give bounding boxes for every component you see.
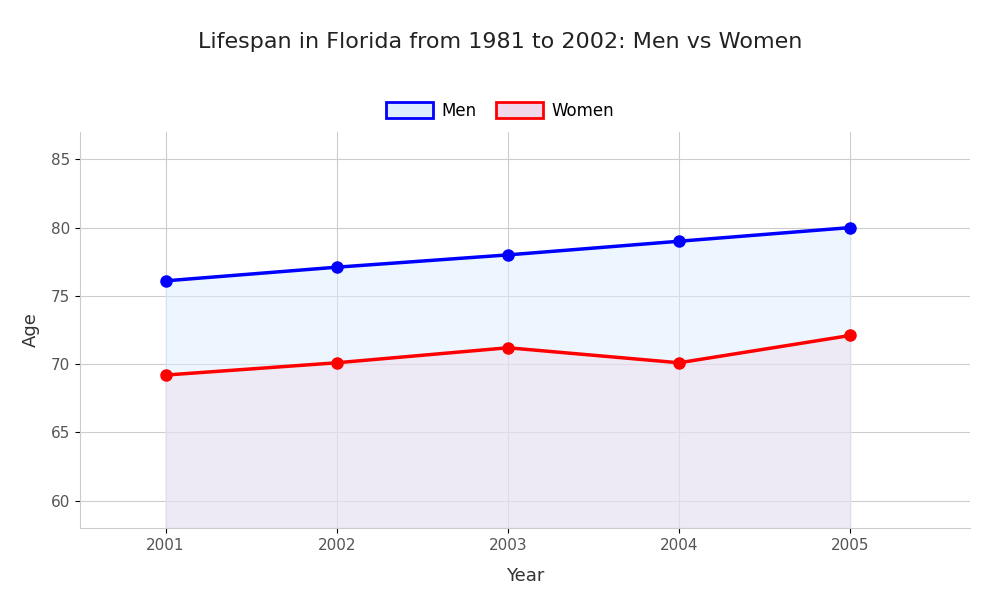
Legend: Men, Women: Men, Women [379, 95, 621, 127]
X-axis label: Year: Year [506, 566, 544, 584]
Y-axis label: Age: Age [22, 313, 40, 347]
Text: Lifespan in Florida from 1981 to 2002: Men vs Women: Lifespan in Florida from 1981 to 2002: M… [198, 32, 802, 52]
